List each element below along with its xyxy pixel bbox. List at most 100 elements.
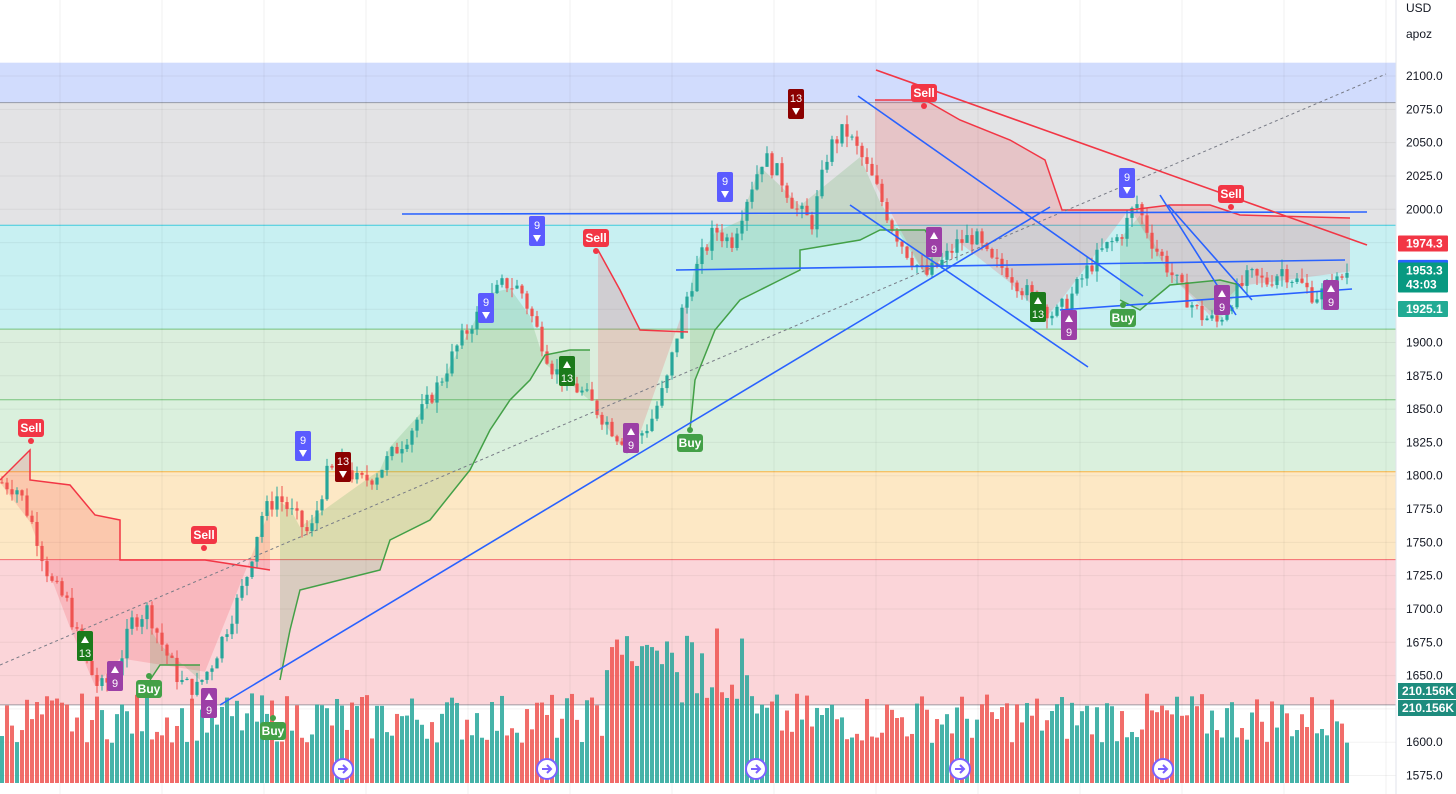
volume-bar <box>840 717 844 783</box>
arrow-down-icon <box>482 312 490 319</box>
trend-line <box>401 211 1368 215</box>
price-scale[interactable]: USD apoz 2100.0 2075.0 2050.0 2025.0 2000.0 1… <box>1395 0 1456 794</box>
event-marker[interactable] <box>949 758 971 780</box>
candle-body <box>225 634 229 637</box>
volume-bar <box>970 737 974 783</box>
td-count: 9 <box>628 440 634 452</box>
sell-signal-label: Sell <box>1218 185 1244 210</box>
price-tick-label: 1850.0 <box>1406 402 1443 416</box>
volume-bar <box>155 731 159 783</box>
candle-body <box>445 373 449 382</box>
volume-bar <box>1290 736 1294 783</box>
candle-body <box>260 515 264 537</box>
td-down9-mark: 9 <box>295 431 311 461</box>
volume-bar <box>1150 710 1154 783</box>
candle-body <box>530 308 534 317</box>
volume-bar <box>215 724 219 783</box>
td-down9-mark: 9 <box>529 216 545 246</box>
candle-body <box>125 628 129 659</box>
volume-bar <box>40 714 44 783</box>
event-marker[interactable] <box>332 758 354 780</box>
volume-bar <box>255 721 259 783</box>
candle-body <box>760 166 764 175</box>
volume-bar <box>320 705 324 783</box>
scale-mode-label[interactable]: apoz <box>1406 27 1432 41</box>
signal-text: Buy <box>262 724 285 738</box>
signal-box <box>191 526 217 544</box>
supertrend-line <box>0 448 271 571</box>
volume-bar <box>560 718 564 783</box>
supertrend-line <box>149 664 200 681</box>
signal-text: Buy <box>679 436 702 450</box>
candle-body <box>1255 269 1259 276</box>
candle-body <box>525 293 529 309</box>
volume-bar <box>1295 730 1299 783</box>
volume-bar <box>1040 730 1044 783</box>
volume-bar <box>1050 711 1054 783</box>
td-up13-mark: 13 <box>1030 292 1046 322</box>
candle-body <box>1080 278 1084 280</box>
buy-signal-label: Buy <box>260 715 286 740</box>
volume-bar <box>1025 703 1029 783</box>
candle-body <box>1225 311 1229 320</box>
volume-bar <box>415 719 419 783</box>
event-marker[interactable] <box>1152 758 1174 780</box>
candle-body <box>700 247 704 265</box>
candle-body <box>865 157 869 164</box>
volume-bar <box>1000 707 1004 783</box>
volume-bar <box>295 705 299 783</box>
candle-body <box>1305 282 1309 288</box>
event-marker[interactable] <box>745 758 767 780</box>
volume-bar <box>775 694 779 783</box>
volume-bar <box>350 702 354 783</box>
volume-bar <box>1265 741 1269 783</box>
candle-body <box>1000 258 1004 268</box>
volume-bar <box>1100 742 1104 783</box>
td-down13-mark: 13 <box>335 452 351 482</box>
volume-label-value: 210.156K <box>1402 684 1454 698</box>
candle-body <box>1345 272 1349 278</box>
volume-bar <box>1195 706 1199 783</box>
volume-bar <box>790 731 794 783</box>
volume-bar <box>5 705 9 783</box>
candle-body <box>200 679 204 682</box>
volume-bar <box>640 646 644 783</box>
currency-label[interactable]: USD <box>1406 1 1432 15</box>
candle-body <box>1300 278 1304 283</box>
volume-bar <box>1030 715 1034 783</box>
td-box <box>529 216 545 246</box>
candle-body <box>720 232 724 242</box>
volume-bar <box>1005 703 1009 783</box>
supertrend-fill <box>1120 215 1240 320</box>
volume-bar <box>675 672 679 783</box>
supertrend-fill <box>280 288 590 680</box>
arrow-down-icon <box>533 235 541 242</box>
candle-body <box>215 658 219 669</box>
supertrend-fill <box>150 628 200 680</box>
candle-body <box>1150 232 1154 249</box>
volume-bar <box>615 639 619 783</box>
candle-body <box>750 189 754 202</box>
trend-line <box>0 73 1387 666</box>
volume-bar <box>10 725 14 783</box>
candle-body <box>130 617 134 629</box>
candle-body <box>1075 279 1079 294</box>
volume-bar <box>135 694 139 783</box>
event-markers[interactable] <box>332 758 1174 780</box>
volume-bar <box>1335 721 1339 783</box>
td-count: 9 <box>483 297 489 309</box>
fib-band-5 <box>0 471 1396 560</box>
price-tick-label: 1575.0 <box>1406 769 1443 783</box>
volume-bar <box>475 713 479 783</box>
volume-bar <box>915 703 919 783</box>
candle-body <box>735 233 739 248</box>
candle-body <box>280 496 284 503</box>
volume-bar <box>705 697 709 783</box>
volume-bar <box>1015 704 1019 783</box>
trend-line <box>849 204 1089 368</box>
volume-bar <box>200 709 204 783</box>
volume-bar <box>920 696 924 783</box>
event-marker[interactable] <box>536 758 558 780</box>
